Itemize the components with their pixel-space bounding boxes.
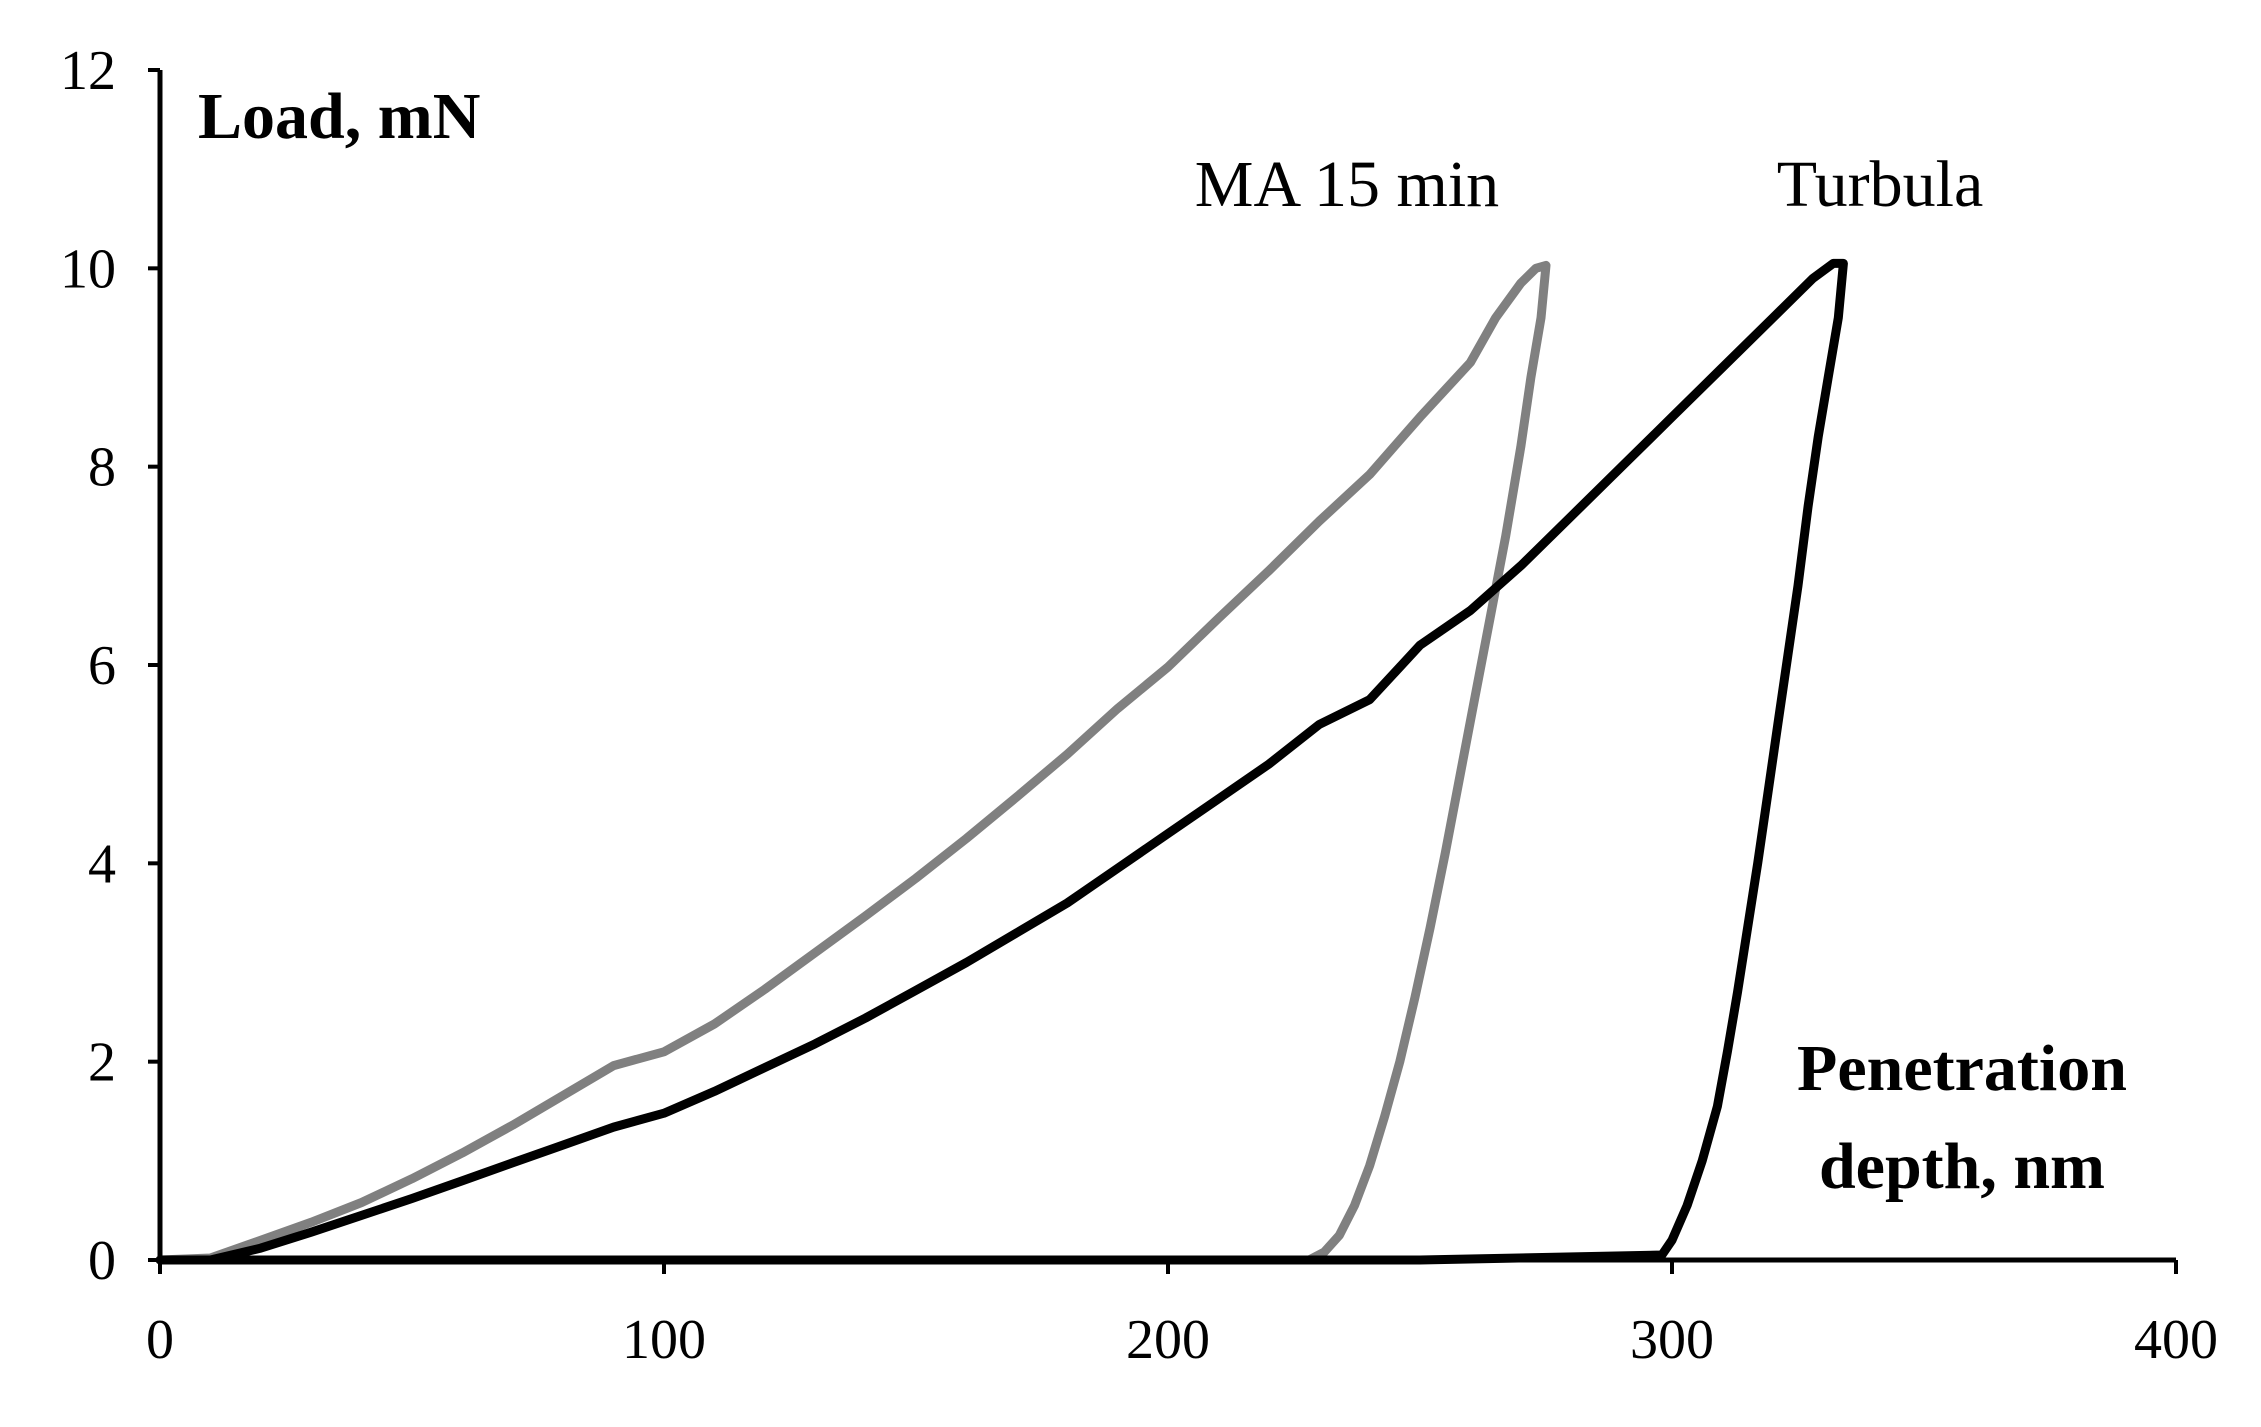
y-tick-label: 4: [88, 833, 116, 895]
y-tick-label: 6: [88, 635, 116, 697]
y-axis-title: Load, mN: [198, 80, 480, 153]
series-line-ma15: [155, 260, 1551, 1265]
labels-layer: Load, mN Penetration depth, nm MA 15 min…: [198, 80, 2127, 1203]
y-tick-label: 8: [88, 437, 116, 499]
series-label-turbula: Turbula: [1777, 148, 1984, 221]
axes-layer: 0 2 4 6 8 10 12 0 100 200 300 400: [60, 40, 2218, 1371]
series-label-ma15: MA 15 min: [1195, 148, 1499, 221]
y-tick-label: 10: [60, 238, 116, 300]
x-tick-label: 100: [622, 1309, 706, 1371]
x-tick-label: 400: [2134, 1309, 2218, 1371]
x-tick-label: 300: [1630, 1309, 1714, 1371]
x-axis-title-line-1: Penetration: [1797, 1032, 2127, 1105]
y-tick-label: 2: [88, 1032, 116, 1094]
y-tick-label: 12: [60, 40, 116, 102]
y-tick-label: 0: [88, 1230, 116, 1292]
x-tick-label: 200: [1126, 1309, 1210, 1371]
series-layer: [155, 258, 1848, 1265]
series-line-turbula: [155, 258, 1848, 1265]
x-axis-title-line-2: depth, nm: [1819, 1130, 2105, 1203]
x-tick-label: 0: [146, 1309, 174, 1371]
